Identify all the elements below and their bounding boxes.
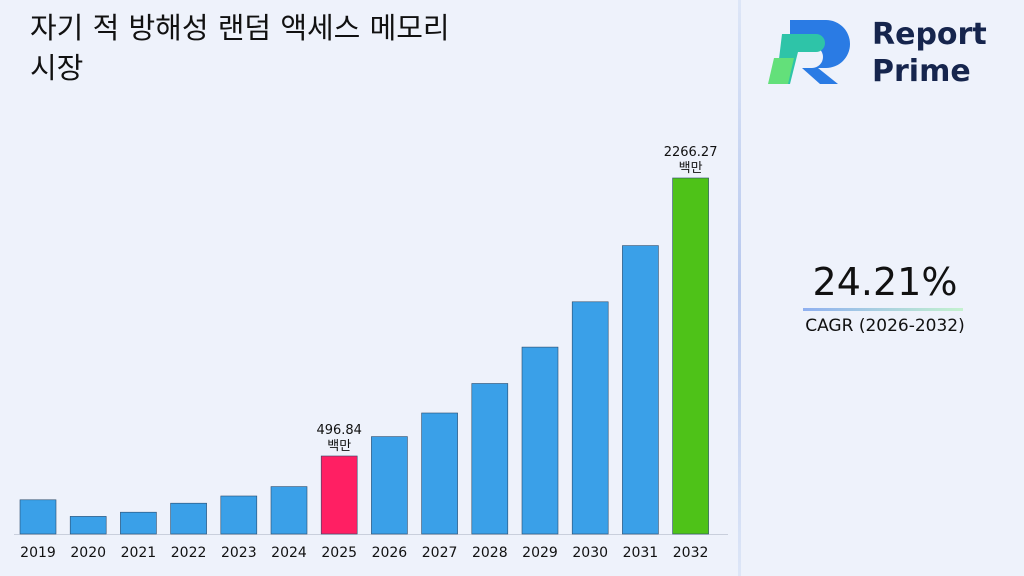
x-tick-label: 2027 xyxy=(422,545,458,561)
x-tick-label: 2029 xyxy=(522,545,558,561)
x-tick-label: 2023 xyxy=(221,545,257,561)
data-label-value: 2266.27 xyxy=(664,145,718,160)
bar-2031 xyxy=(622,245,659,535)
bar-chart: 2019 2020 2021 2022 2023 2024 2025 2026 2027 2028… xyxy=(14,145,728,561)
bar-2020 xyxy=(69,516,107,535)
bar-2028 xyxy=(471,383,509,535)
panel-divider xyxy=(738,0,741,576)
logo-text-line2: Prime xyxy=(872,54,971,89)
x-tick-label: 2028 xyxy=(472,545,508,561)
x-tick-label: 2031 xyxy=(623,545,659,561)
logo-mark-icon xyxy=(768,20,850,84)
bar-2022 xyxy=(170,502,207,535)
bar-2023 xyxy=(220,495,258,535)
x-tick-label: 2026 xyxy=(372,545,408,561)
x-tick-label: 2030 xyxy=(572,545,608,561)
bar-2019 xyxy=(19,499,57,535)
x-tick-label: 2022 xyxy=(171,545,207,561)
bar-2032 xyxy=(672,177,709,535)
x-tick-label: 2032 xyxy=(673,545,709,561)
bar-2030 xyxy=(571,301,609,535)
x-tick-label: 2021 xyxy=(121,545,157,561)
x-tick-label: 2019 xyxy=(20,545,56,561)
cagr-value: 24.21% xyxy=(812,260,958,304)
logo-text-line1: Report xyxy=(872,17,987,52)
bar-2027 xyxy=(421,412,458,535)
bar-2025 xyxy=(320,455,358,535)
data-label-unit: 백만 xyxy=(327,439,351,454)
report-prime-logo: Report Prime xyxy=(768,14,1008,90)
cagr-label: CAGR (2026-2032) xyxy=(805,316,965,336)
bar-2026 xyxy=(371,436,408,535)
data-label-value: 496.84 xyxy=(316,423,362,438)
bar-2024 xyxy=(270,486,308,535)
chart-title: 자기 적 방해성 랜덤 액세스 메모리 시장 xyxy=(30,11,450,85)
bar-2029 xyxy=(521,346,559,535)
bar-2021 xyxy=(120,511,157,535)
x-tick-label: 2020 xyxy=(70,545,106,561)
x-tick-label: 2024 xyxy=(271,545,307,561)
data-label-unit: 백만 xyxy=(679,161,703,176)
x-tick-label: 2025 xyxy=(321,545,357,561)
cagr-underline xyxy=(803,308,963,311)
